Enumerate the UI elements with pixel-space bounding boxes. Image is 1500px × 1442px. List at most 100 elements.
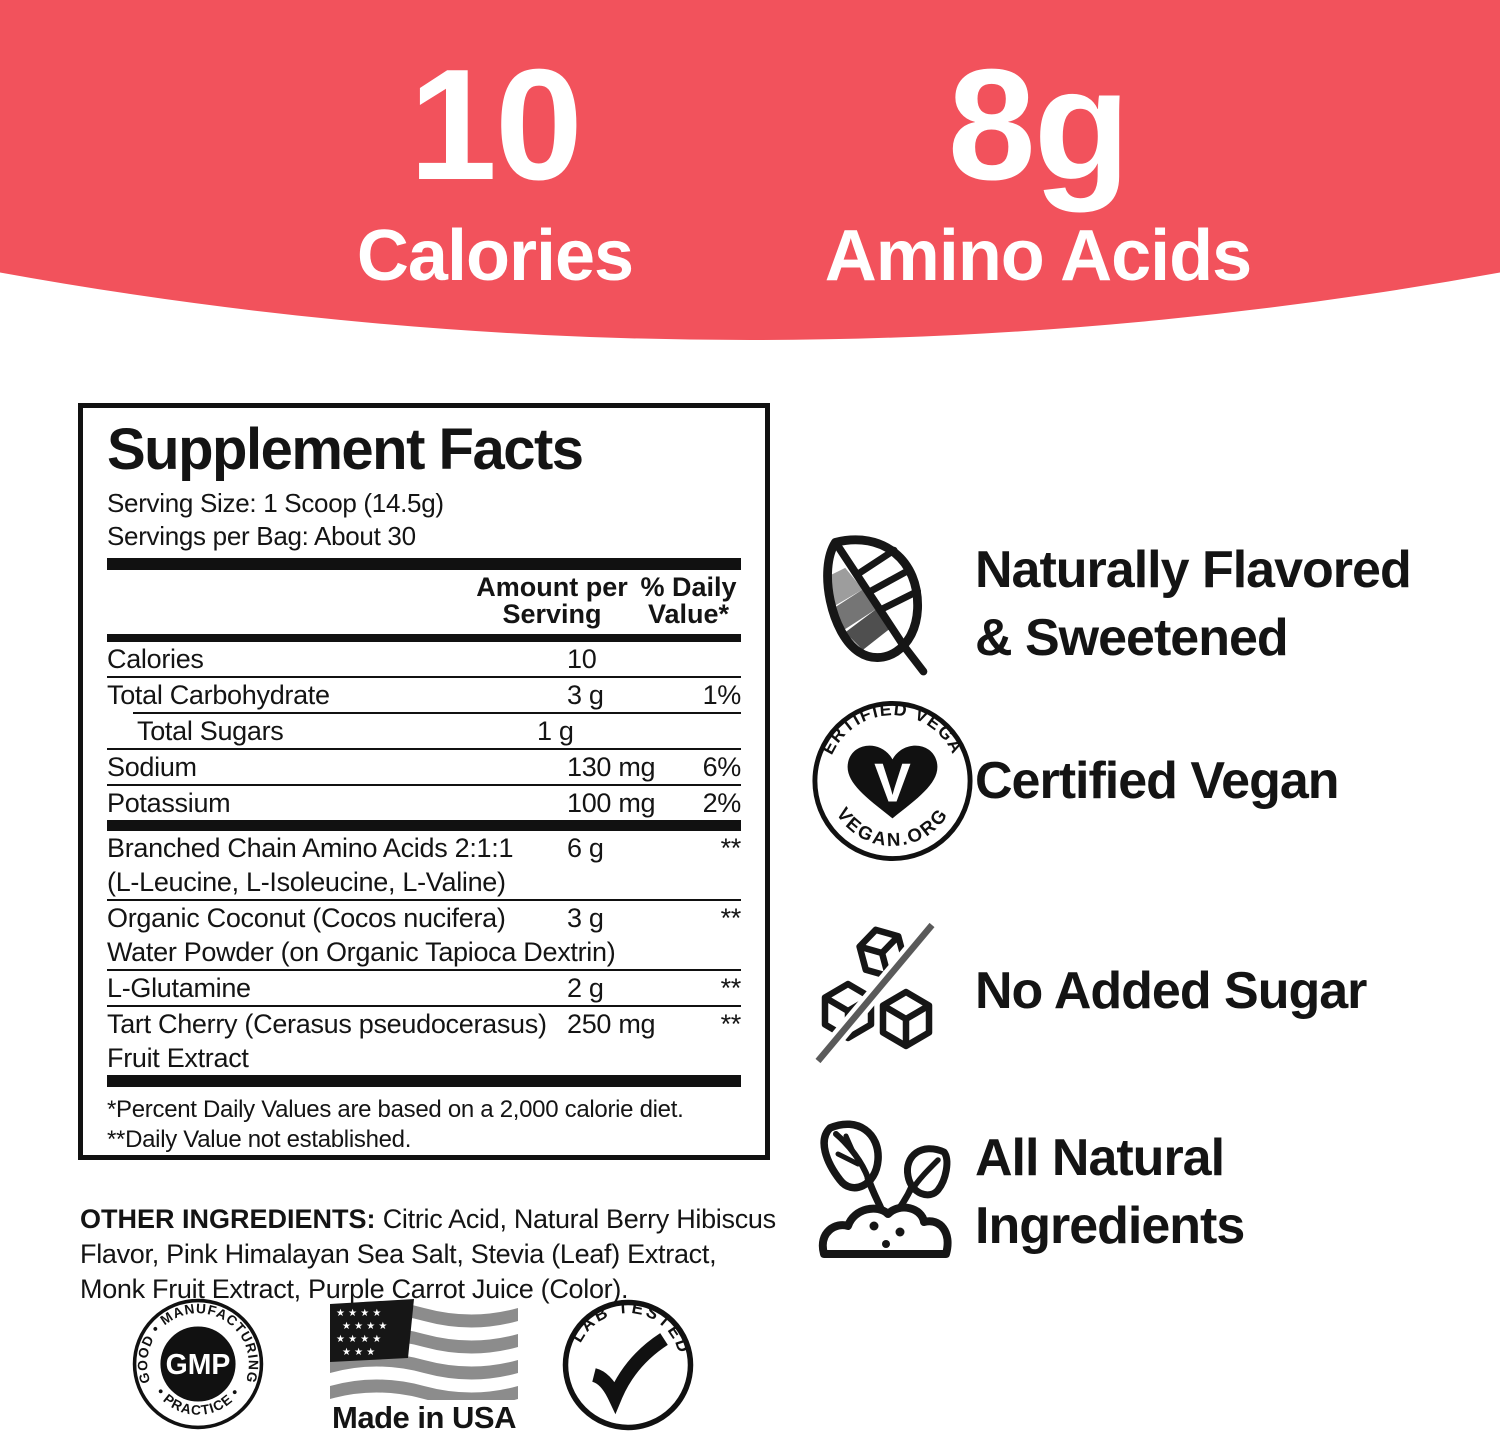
table-row-coconut-water: Organic Coconut (Cocos nucifera) 3 g ** …: [107, 901, 741, 969]
amount-header-line2: Serving: [502, 599, 602, 629]
vegan-v-letter: V: [874, 752, 911, 814]
row-amount: 6 g: [567, 833, 604, 863]
flag-stars-row1: ★ ★ ★ ★: [336, 1308, 381, 1319]
feature-no-added-sugar: No Added Sugar: [810, 908, 1367, 1073]
flag-stars-row4: ★ ★ ★: [342, 1347, 375, 1358]
feature-line: Naturally Flavored: [975, 541, 1412, 599]
other-ingredients: OTHER INGREDIENTS: Citric Acid, Natural …: [80, 1202, 778, 1307]
footnote-daily-values: *Percent Daily Values are based on a 2,0…: [107, 1096, 684, 1123]
gmp-badge-icon: GOOD • MANUFACTURING • PRACTICE • GMP: [132, 1298, 264, 1430]
row-amount: 250 mg: [567, 1009, 656, 1039]
lab-tested-badge: LAB TESTED: [560, 1297, 696, 1433]
row-dv: **: [720, 1009, 742, 1039]
row-amount: 130 mg: [567, 752, 656, 782]
row-dv: **: [720, 973, 742, 1003]
other-ingredients-label: OTHER INGREDIENTS:: [80, 1204, 376, 1234]
row-amount: 100 mg: [567, 788, 656, 818]
top-banner: 10 Calories 8g Amino Acids: [0, 0, 1500, 345]
usa-flag-icon: ★ ★ ★ ★ ★ ★ ★ ★ ★ ★ ★ ★ ★ ★ ★: [330, 1299, 518, 1400]
footnote-dv-not-established: **Daily Value not established.: [107, 1126, 412, 1153]
row-amount: 3 g: [567, 903, 604, 933]
row-name: Branched Chain Amino Acids 2:1:1: [107, 833, 514, 863]
divider-thin-indented: [133, 712, 741, 714]
row-name: Total Sugars: [137, 716, 284, 746]
feature-text: All Natural Ingredients: [975, 1124, 1245, 1260]
table-row-glutamine: L-Glutamine 2 g **: [107, 971, 741, 1005]
row-name: Potassium: [107, 788, 231, 818]
table-row-bcaa: Branched Chain Amino Acids 2:1:1 6 g ** …: [107, 831, 741, 899]
divider-thin: [107, 899, 741, 901]
row-name: Calories: [107, 644, 204, 674]
table-row-calories: Calories 10: [107, 642, 741, 676]
feature-all-natural: All Natural Ingredients: [810, 1108, 1245, 1276]
supplement-facts-panel: Supplement Facts Serving Size: 1 Scoop (…: [78, 403, 770, 1160]
amount-header-line1: Amount per: [476, 572, 628, 602]
table-header: Amount per Serving % Daily Value*: [107, 570, 741, 634]
flag-stars-row3: ★ ★ ★ ★: [336, 1334, 381, 1345]
calories-label: Calories: [356, 216, 634, 296]
divider-thick: [107, 1075, 741, 1087]
row-name: Organic Coconut (Cocos nucifera): [107, 903, 506, 933]
amino-acids-value: 8g: [947, 37, 1130, 213]
checkmark-icon: [591, 1333, 668, 1415]
serving-size: Serving Size: 1 Scoop (14.5g): [107, 488, 444, 518]
row-amount: 2 g: [567, 973, 604, 1003]
divider-thin: [107, 784, 741, 786]
amount-column-header: Amount per Serving: [468, 574, 636, 628]
no-sugar-icon: [810, 911, 975, 1071]
made-in-usa-caption: Made in USA: [332, 1400, 516, 1435]
row-amount: 1 g: [537, 716, 574, 746]
calories-stat: 10 Calories: [356, 37, 634, 296]
other-ingredients-text: Citric Acid, Natural Berry Hibiscus Flav…: [80, 1204, 776, 1304]
table-row-sugars: Total Sugars 1 g: [107, 714, 741, 748]
footnotes: *Percent Daily Values are based on a 2,0…: [107, 1095, 741, 1155]
row-name-line2: Fruit Extract: [107, 1043, 249, 1073]
flag-stars-row2: ★ ★ ★ ★: [342, 1321, 387, 1332]
sprout-icon: [810, 1112, 975, 1272]
slash-icon: [815, 922, 935, 1063]
divider-thin: [107, 1005, 741, 1007]
feature-text: Naturally Flavored & Sweetened: [975, 536, 1412, 672]
gmp-badge: GOOD • MANUFACTURING • PRACTICE • GMP: [131, 1297, 265, 1431]
supplement-facts-title: Supplement Facts: [107, 417, 584, 482]
dv-header-line1: % Daily: [640, 572, 737, 602]
dv-header-line2: Value*: [647, 599, 730, 629]
table-row-carbohydrate: Total Carbohydrate 3 g 1%: [107, 678, 741, 712]
row-amount: 10: [567, 644, 597, 674]
row-name-line2: (L-Leucine, L-Isoleucine, L-Valine): [107, 867, 506, 897]
feature-line: & Sweetened: [975, 609, 1289, 667]
daily-value-column-header: % Daily Value*: [636, 574, 741, 628]
table-row-potassium: Potassium 100 mg 2%: [107, 786, 741, 820]
divider-thin: [107, 676, 741, 678]
row-dv: **: [720, 833, 742, 863]
amino-acids-stat: 8g Amino Acids: [824, 37, 1252, 296]
feature-line: Certified Vegan: [975, 752, 1340, 810]
feature-text: No Added Sugar: [975, 957, 1367, 1025]
table-row-tart-cherry: Tart Cherry (Cerasus pseudocerasus) 250 …: [107, 1007, 741, 1075]
made-in-usa-badge: ★ ★ ★ ★ ★ ★ ★ ★ ★ ★ ★ ★ ★ ★ ★ Made in US…: [326, 1296, 522, 1436]
row-name: L-Glutamine: [107, 973, 251, 1003]
row-dv: 1%: [702, 680, 742, 710]
table-row-sodium: Sodium 130 mg 6%: [107, 750, 741, 784]
heart-icon: [847, 745, 938, 819]
servings-per-bag: Servings per Bag: About 30: [107, 521, 416, 551]
feature-naturally-flavored: Naturally Flavored & Sweetened: [810, 520, 1412, 688]
divider-thick: [107, 558, 741, 570]
row-dv: 2%: [702, 788, 742, 818]
row-name: Total Carbohydrate: [107, 680, 330, 710]
feature-text: Certified Vegan: [975, 747, 1340, 815]
leaf-icon: [810, 529, 975, 679]
row-name: Sodium: [107, 752, 197, 782]
amino-acids-label: Amino Acids: [824, 216, 1252, 296]
feature-line: No Added Sugar: [975, 961, 1367, 1020]
divider-medium: [107, 634, 741, 642]
gmp-center-text: GMP: [166, 1349, 231, 1381]
lab-tested-icon: LAB TESTED: [562, 1297, 696, 1431]
row-amount: 3 g: [567, 680, 604, 710]
divider-thin: [107, 969, 741, 971]
row-dv: **: [720, 903, 742, 933]
row-dv: 6%: [702, 752, 742, 782]
calories-value: 10: [409, 37, 583, 213]
row-name: Tart Cherry (Cerasus pseudocerasus): [107, 1009, 547, 1039]
